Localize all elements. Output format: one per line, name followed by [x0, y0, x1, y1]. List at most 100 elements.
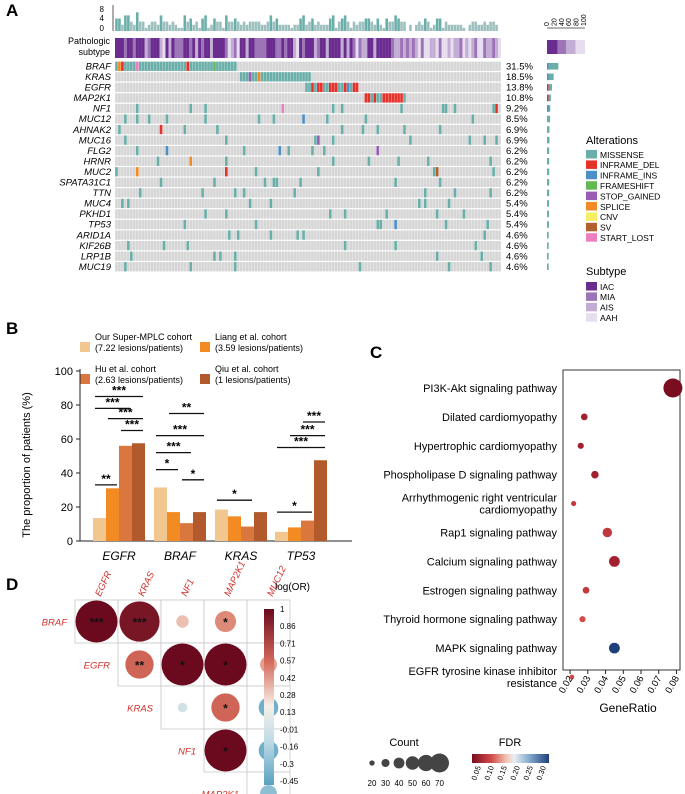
empty-cell	[444, 146, 448, 156]
subtype-cell	[465, 38, 469, 58]
empty-cell	[257, 240, 261, 251]
mutation-cell	[349, 82, 353, 93]
subtype-cell	[405, 38, 410, 58]
empty-cell	[236, 135, 240, 145]
empty-cell	[263, 167, 267, 177]
gene-label: PKHD1	[79, 209, 111, 220]
empty-cell	[293, 209, 296, 219]
empty-cell	[299, 135, 302, 145]
sample-count-bar	[400, 21, 403, 31]
empty-cell	[302, 167, 305, 177]
empty-cell	[195, 114, 198, 124]
side-axis-tick: 80	[574, 18, 581, 26]
mutation-cell	[257, 72, 261, 82]
subtype-cell	[251, 38, 255, 58]
empty-cell	[287, 135, 291, 145]
sample-count-bar	[130, 21, 133, 31]
empty-cell	[432, 240, 436, 251]
empty-cell	[153, 209, 157, 219]
empty-cell	[420, 135, 424, 145]
empty-cell	[165, 177, 169, 187]
empty-cell	[385, 219, 389, 230]
empty-cell	[248, 177, 252, 187]
empty-cell	[225, 240, 228, 251]
empty-cell	[118, 209, 121, 219]
empty-cell	[352, 103, 356, 114]
empty-cell	[257, 167, 261, 177]
empty-cell	[222, 251, 225, 261]
empty-cell	[278, 103, 282, 114]
empty-cell	[296, 93, 299, 103]
empty-cell	[204, 146, 207, 156]
empty-cell	[311, 230, 314, 240]
empty-cell	[376, 114, 380, 124]
mutation-cell	[242, 72, 246, 82]
empty-cell	[403, 103, 406, 114]
gene-label: MUC12	[79, 114, 112, 125]
mutation-cell	[400, 103, 403, 114]
mutation-cell	[210, 61, 213, 71]
significance-star: ***	[307, 409, 321, 423]
empty-cell	[124, 198, 127, 209]
empty-cell	[394, 230, 397, 240]
empty-cell	[420, 93, 424, 103]
empty-cell	[287, 188, 291, 198]
empty-cell	[245, 82, 249, 93]
empty-cell	[379, 61, 383, 71]
colorbar-tick-label: 0.28	[280, 691, 296, 700]
empty-cell	[429, 188, 433, 198]
x-tick-label: 0.04	[592, 674, 611, 696]
mutation-cell	[121, 61, 124, 71]
empty-cell	[144, 167, 148, 177]
empty-cell	[204, 251, 207, 261]
empty-cell	[492, 177, 495, 187]
empty-cell	[147, 230, 151, 240]
subtype-cell	[397, 38, 401, 58]
empty-cell	[397, 114, 400, 124]
empty-cell	[266, 156, 270, 166]
sample-count-bar	[228, 21, 231, 31]
empty-cell	[308, 240, 311, 251]
empty-cell	[441, 93, 445, 103]
empty-cell	[156, 188, 160, 198]
empty-cell	[343, 262, 347, 272]
empty-cell	[236, 72, 240, 82]
empty-cell	[195, 251, 198, 261]
empty-cell	[456, 156, 460, 166]
subtype-cell	[408, 38, 413, 58]
empty-cell	[183, 230, 187, 240]
empty-cell	[343, 167, 347, 177]
sample-count-bar	[346, 21, 350, 31]
empty-cell	[480, 230, 484, 240]
sample-count-bar	[165, 21, 169, 31]
empty-cell	[423, 219, 427, 230]
empty-cell	[171, 177, 175, 187]
empty-cell	[474, 251, 478, 261]
empty-cell	[382, 61, 386, 71]
empty-cell	[420, 167, 424, 177]
empty-cell	[177, 219, 181, 230]
empty-cell	[346, 114, 350, 124]
empty-cell	[453, 124, 457, 135]
empty-cell	[219, 188, 222, 198]
empty-cell	[204, 167, 207, 177]
empty-cell	[174, 103, 178, 114]
empty-cell	[127, 72, 130, 82]
empty-cell	[370, 156, 374, 166]
empty-cell	[394, 72, 397, 82]
empty-cell	[121, 209, 124, 219]
empty-cell	[204, 262, 207, 272]
empty-cell	[391, 230, 394, 240]
empty-cell	[230, 262, 234, 272]
empty-cell	[251, 103, 255, 114]
empty-cell	[370, 262, 374, 272]
empty-cell	[287, 93, 291, 103]
empty-cell	[400, 82, 403, 93]
column-label: NF1	[179, 577, 197, 598]
empty-cell	[168, 240, 172, 251]
empty-cell	[138, 93, 142, 103]
empty-cell	[477, 251, 481, 261]
frequency-bar-segment	[547, 84, 549, 91]
empty-cell	[115, 93, 118, 103]
empty-cell	[415, 146, 418, 156]
